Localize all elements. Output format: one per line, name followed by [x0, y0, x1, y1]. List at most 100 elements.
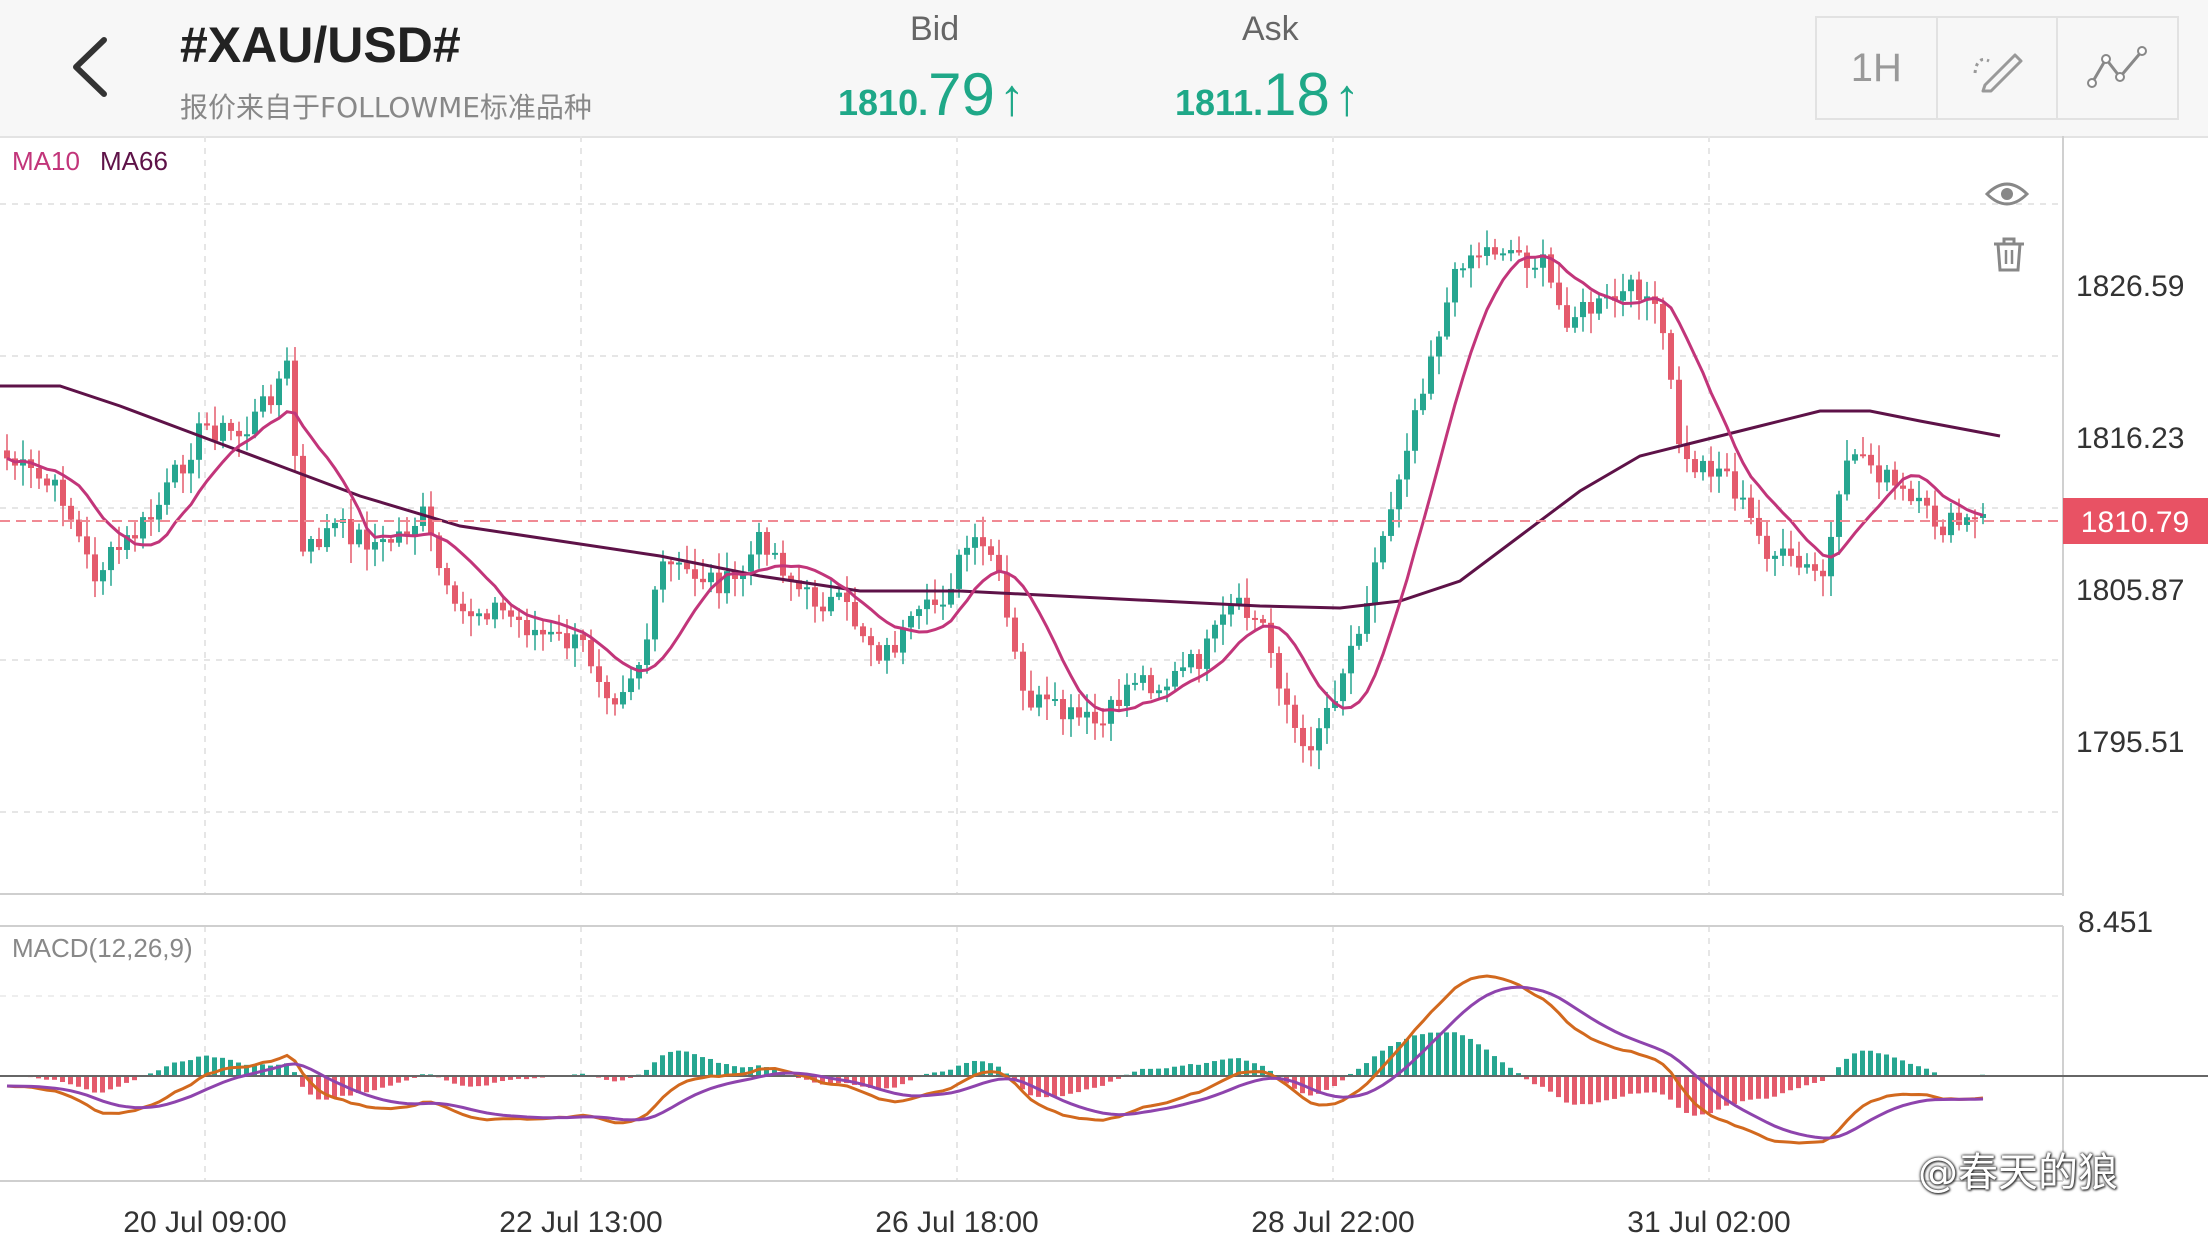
candle-body — [260, 396, 266, 412]
macd-bar — [1316, 1076, 1321, 1094]
bid-price-dec: 79 — [928, 61, 995, 128]
macd-legend[interactable]: MACD(12,26,9) — [12, 933, 193, 963]
candle-body — [1364, 603, 1370, 634]
macd-bar — [900, 1076, 905, 1085]
candle-body — [948, 588, 954, 605]
candle-body — [572, 634, 578, 649]
candle-body — [460, 603, 466, 612]
candle-body — [1940, 526, 1946, 536]
macd-bar — [1396, 1042, 1401, 1076]
time-label: 22 Jul 13:00 — [499, 1206, 662, 1239]
macd-bar — [724, 1064, 729, 1076]
candle-body — [1148, 675, 1154, 694]
macd-bar — [1428, 1032, 1433, 1076]
candle-body — [700, 578, 706, 583]
candle-body — [492, 602, 498, 620]
macd-bar — [1596, 1076, 1601, 1103]
ma66-legend[interactable]: MA66 — [100, 146, 168, 176]
candle-body — [1844, 460, 1850, 495]
candle-body — [1796, 555, 1802, 568]
back-button[interactable] — [60, 34, 120, 100]
price-label: 1795.51 — [2076, 726, 2184, 759]
macd-bar — [332, 1076, 337, 1099]
bid-price: 1810.79↑ — [838, 60, 1025, 129]
candle-body — [820, 606, 826, 612]
macd-bar — [1172, 1066, 1177, 1076]
candle-body — [476, 613, 482, 617]
macd-bar — [948, 1069, 953, 1076]
ask-label: Ask — [1242, 10, 1299, 48]
candle-body — [980, 537, 986, 547]
candle-body — [108, 546, 114, 571]
macd-bar — [956, 1065, 961, 1076]
drawing-tools-button[interactable] — [1938, 18, 2059, 118]
candle-body — [1780, 548, 1786, 556]
macd-bar — [516, 1076, 521, 1079]
macd-bar — [660, 1055, 665, 1076]
candle-body — [612, 698, 618, 705]
timeframe-button[interactable]: 1H — [1817, 18, 1938, 118]
quote-source: 报价来自于FOLLOWME标准品种 — [180, 91, 592, 124]
ask-price: 1811.18↑ — [1175, 60, 1360, 129]
candle-body — [548, 631, 554, 635]
candle-body — [676, 562, 682, 565]
candle-body — [1180, 667, 1186, 671]
macd-bar — [1108, 1076, 1113, 1082]
candle-body — [1244, 597, 1250, 618]
macd-bar — [852, 1076, 857, 1085]
macd-bar — [940, 1071, 945, 1076]
macd-bar — [860, 1076, 865, 1087]
eye-icon[interactable] — [1984, 182, 2030, 206]
macd-bar — [204, 1055, 209, 1076]
macd-bar — [892, 1076, 897, 1088]
indicators-button[interactable] — [2058, 18, 2177, 118]
candle-body — [508, 610, 514, 617]
candle-body — [1412, 410, 1418, 451]
candle-body — [44, 478, 50, 486]
candle-body — [388, 539, 394, 543]
macd-bar — [324, 1076, 329, 1100]
macd-bar — [1876, 1053, 1881, 1076]
candle-body — [628, 678, 634, 693]
ma10-legend[interactable]: MA10 — [12, 146, 80, 176]
macd-bar — [1404, 1038, 1409, 1076]
candle-body — [300, 455, 306, 552]
candle-body — [1396, 479, 1402, 510]
candle-body — [1420, 393, 1426, 411]
current-price-text: 1810.79 — [2081, 506, 2189, 539]
macd-bar — [908, 1076, 913, 1081]
candle-body — [596, 666, 602, 682]
candle-body — [396, 531, 402, 543]
candle-body — [380, 539, 386, 543]
candle-body — [1676, 379, 1682, 445]
macd-bar — [1060, 1076, 1065, 1097]
macd-bar — [1532, 1076, 1537, 1085]
macd-bar — [364, 1076, 369, 1093]
macd-bar — [1772, 1076, 1777, 1097]
macd-bar — [972, 1060, 977, 1076]
candle-body — [1316, 728, 1322, 751]
candle-body — [1740, 497, 1746, 500]
ask-up-arrow-icon: ↑ — [1333, 69, 1360, 127]
macd-bar — [1644, 1076, 1649, 1093]
candle-body — [1516, 250, 1522, 253]
candle-body — [180, 464, 186, 474]
candle-body — [956, 554, 962, 589]
ma10-line — [6, 254, 1984, 713]
candle-body — [1956, 512, 1962, 525]
candlesticks — [4, 230, 1986, 770]
macd-bar — [1676, 1076, 1681, 1108]
candle-body — [1572, 317, 1578, 328]
candle-body — [1924, 497, 1930, 506]
candle-body — [76, 519, 82, 537]
trash-icon[interactable] — [1994, 237, 2024, 272]
macd-bar — [316, 1076, 321, 1100]
macd-bar — [740, 1067, 745, 1076]
chart-area[interactable]: 1810.79 1826.59 1816.23 1805.87 1795.51 … — [0, 136, 2208, 1242]
candle-body — [1980, 514, 1986, 518]
time-label: 26 Jul 18:00 — [875, 1206, 1038, 1239]
macd-bar — [828, 1076, 833, 1085]
macd-bar — [1788, 1076, 1793, 1091]
candle-body — [204, 423, 210, 426]
candle-body — [1716, 468, 1722, 477]
